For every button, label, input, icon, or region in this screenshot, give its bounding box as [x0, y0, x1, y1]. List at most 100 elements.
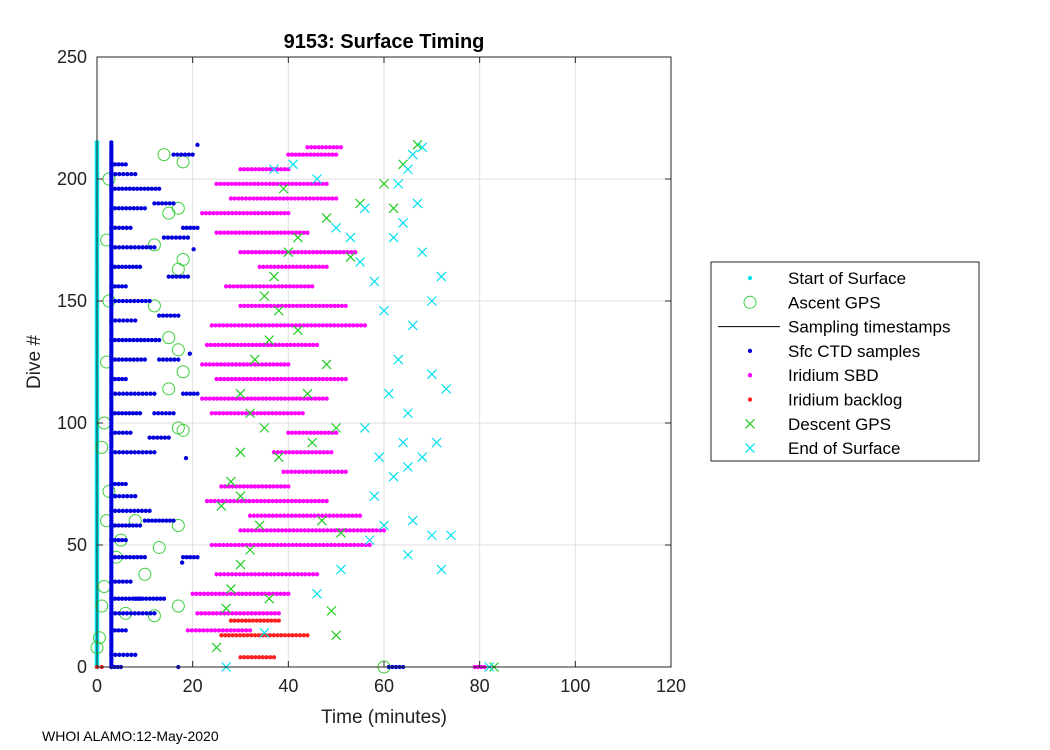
iridium-sbd-marker	[248, 484, 254, 489]
iridium-sbd-marker	[245, 303, 251, 309]
sfc-ctd-samples-marker	[195, 142, 200, 147]
iridium-sbd-marker	[246, 342, 251, 348]
sfc-ctd-samples-marker	[127, 357, 133, 362]
iridium-sbd-marker	[209, 411, 214, 416]
iridium-sbd-marker	[263, 362, 269, 367]
legend: Start of Surface Ascent GPS Sampling times…	[710, 261, 980, 462]
iridium-sbd-marker	[251, 591, 257, 596]
iridium-backlog-marker	[268, 655, 273, 660]
sfc-ctd-samples-marker	[158, 435, 164, 440]
iridium-sbd-marker	[305, 145, 310, 150]
sfc-ctd-samples-marker	[109, 508, 114, 513]
sfc-ctd-samples-marker	[133, 596, 138, 601]
iridium-sbd-marker	[270, 513, 275, 518]
sfc-ctd-samples-marker	[138, 186, 143, 191]
iridium-backlog-marker	[258, 618, 263, 623]
sfc-ctd-samples-marker	[113, 494, 118, 499]
iridium-sbd-marker	[261, 250, 266, 255]
sfc-ctd-samples-marker	[147, 435, 152, 440]
iridium-sbd-marker	[324, 264, 329, 269]
iridium-sbd-marker	[222, 181, 227, 187]
iridium-sbd-marker	[302, 264, 307, 269]
legend-swatch-iridium-backlog	[747, 397, 753, 402]
iridium-sbd-marker	[251, 196, 256, 201]
sfc-ctd-samples-marker	[127, 596, 132, 601]
sfc-ctd-samples-marker	[124, 298, 129, 304]
iridium-sbd-marker	[281, 469, 286, 474]
iridium-sbd-marker	[334, 250, 339, 255]
iridium-sbd-marker	[286, 542, 291, 548]
iridium-sbd-marker	[245, 528, 251, 533]
iridium-sbd-marker	[263, 323, 268, 328]
descent-gps-marker	[245, 544, 255, 555]
iridium-sbd-marker	[249, 528, 254, 533]
iridium-sbd-marker	[225, 230, 231, 235]
sfc-ctd-samples-marker	[116, 284, 121, 289]
iridium-sbd-marker	[275, 484, 280, 489]
iridium-sbd-marker	[319, 513, 325, 518]
sfc-ctd-samples-marker	[119, 537, 125, 543]
iridium-sbd-marker	[246, 284, 251, 289]
iridium-sbd-marker	[326, 250, 331, 255]
sfc-ctd-samples-marker	[112, 357, 118, 362]
sfc-ctd-samples-marker	[128, 450, 134, 455]
iridium-sbd-marker	[291, 250, 297, 255]
iridium-sbd-marker	[261, 264, 266, 269]
sfc-ctd-samples-marker	[124, 206, 129, 211]
iridium-sbd-marker	[251, 411, 256, 416]
sfc-ctd-samples-marker	[148, 245, 153, 250]
sfc-ctd-samples-marker	[172, 313, 177, 318]
iridium-sbd-marker	[334, 152, 339, 157]
iridium-sbd-marker	[240, 323, 245, 328]
iridium-sbd-marker	[263, 211, 269, 216]
iridium-sbd-marker	[322, 152, 328, 157]
iridium-sbd-marker	[228, 542, 234, 548]
sfc-ctd-samples-marker	[143, 298, 148, 304]
iridium-sbd-marker	[214, 181, 219, 187]
iridium-sbd-marker	[278, 591, 283, 596]
iridium-sbd-marker	[230, 211, 235, 216]
sfc-ctd-samples-marker	[157, 357, 162, 362]
iridium-sbd-marker	[260, 396, 265, 401]
iridium-sbd-marker	[213, 542, 218, 548]
sfc-ctd-samples-marker	[139, 298, 145, 304]
descent-gps-marker	[235, 559, 246, 570]
iridium-sbd-marker	[255, 542, 261, 548]
iridium-sbd-marker	[226, 211, 231, 216]
sfc-ctd-samples-marker	[185, 274, 191, 279]
sfc-ctd-samples-marker	[155, 435, 160, 440]
iridium-sbd-marker	[214, 611, 219, 616]
iridium-sbd-marker	[231, 498, 237, 504]
iridium-sbd-marker	[287, 303, 292, 309]
iridium-sbd-marker	[209, 591, 214, 596]
iridium-sbd-marker	[302, 528, 307, 533]
legend-label-end-of-surface: End of Surface	[788, 439, 900, 458]
sfc-ctd-samples-marker	[160, 313, 166, 318]
iridium-sbd-marker	[254, 342, 259, 348]
iridium-sbd-marker	[232, 628, 237, 633]
ascent-gps-marker	[176, 423, 190, 437]
iridium-sbd-marker	[259, 181, 265, 187]
sfc-ctd-samples-marker	[131, 206, 136, 211]
sfc-ctd-samples-marker	[166, 274, 171, 279]
sfc-ctd-samples-marker	[109, 481, 114, 487]
iridium-sbd-marker	[256, 376, 261, 382]
sfc-ctd-samples-marker	[171, 518, 176, 523]
end-of-surface-marker	[417, 452, 428, 463]
legend-swatch-start-of-surface	[747, 275, 753, 281]
iridium-sbd-marker	[278, 230, 284, 235]
descent-gps-marker	[273, 452, 284, 463]
sfc-ctd-samples-marker	[140, 245, 145, 250]
sfc-ctd-samples-marker	[166, 435, 171, 440]
end-of-surface-marker	[359, 422, 370, 433]
iridium-sbd-marker	[265, 250, 270, 255]
iridium-sbd-marker	[298, 450, 303, 455]
sfc-ctd-samples-marker	[188, 391, 193, 396]
iridium-sbd-marker	[256, 181, 261, 187]
iridium-sbd-marker	[197, 628, 202, 633]
sfc-ctd-samples-marker	[124, 555, 129, 560]
iridium-sbd-marker	[347, 528, 353, 533]
end-of-surface-marker	[398, 217, 409, 228]
iridium-backlog-marker	[242, 655, 247, 660]
iridium-sbd-marker	[264, 396, 269, 401]
